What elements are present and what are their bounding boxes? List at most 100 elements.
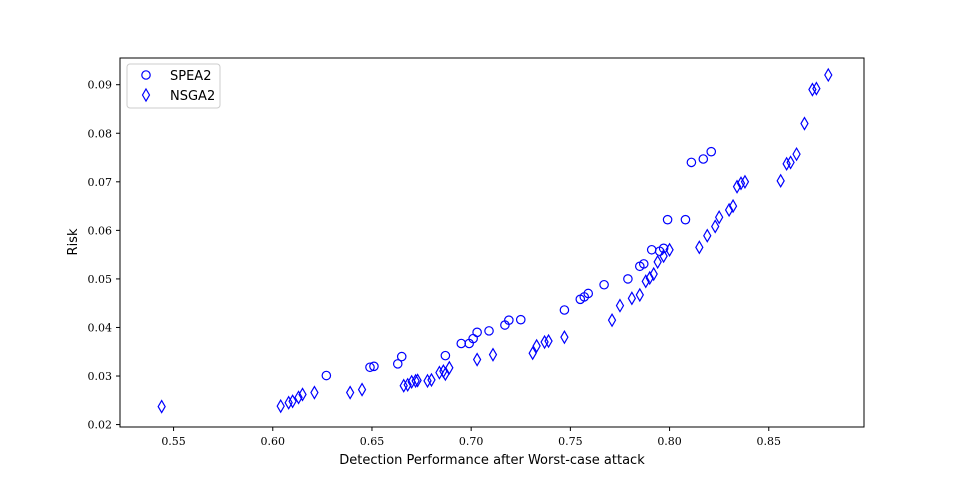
series-spea2 <box>321 146 717 381</box>
data-point-nsga2 <box>641 274 650 289</box>
data-point-nsga2 <box>157 399 166 414</box>
data-point-nsga2 <box>298 387 307 402</box>
data-point-nsga2 <box>345 385 355 400</box>
data-point-nsga2 <box>703 228 712 243</box>
data-point-nsga2 <box>740 174 750 189</box>
data-point-nsga2 <box>472 352 482 367</box>
data-point-spea2 <box>369 361 379 372</box>
marks-layer <box>157 67 833 414</box>
series-nsga2 <box>157 67 833 414</box>
data-point-nsga2 <box>645 270 654 286</box>
data-point-nsga2 <box>276 398 285 414</box>
plot-area-background <box>120 58 864 427</box>
data-point-spea2 <box>638 259 649 269</box>
data-point-spea2 <box>662 214 673 225</box>
data-point-spea2 <box>440 350 451 361</box>
data-point-spea2 <box>504 315 514 325</box>
y-tick-label: 0.03 <box>88 370 113 383</box>
data-point-spea2 <box>559 305 570 315</box>
x-tick-label: 0.70 <box>459 435 484 448</box>
data-point-nsga2 <box>544 333 553 349</box>
data-point-nsga2 <box>736 176 746 191</box>
data-point-nsga2 <box>403 377 412 392</box>
data-point-spea2 <box>698 154 709 164</box>
data-point-nsga2 <box>445 360 454 375</box>
y-tick-label: 0.04 <box>88 321 113 334</box>
data-point-spea2 <box>680 214 691 225</box>
data-point-nsga2 <box>732 179 742 194</box>
data-point-spea2 <box>392 359 403 369</box>
legend: SPEA2 NSGA2 <box>126 63 221 109</box>
data-point-nsga2 <box>560 329 569 345</box>
data-point-nsga2 <box>411 373 420 389</box>
data-point-nsga2 <box>607 312 617 328</box>
data-point-nsga2 <box>399 378 408 393</box>
data-point-nsga2 <box>294 390 303 405</box>
data-point-nsga2 <box>540 334 549 350</box>
data-point-nsga2 <box>532 338 541 354</box>
data-point-nsga2 <box>812 81 821 96</box>
legend-label-spea2: SPEA2 <box>170 69 211 84</box>
y-axis-label: Risk <box>66 228 81 255</box>
x-tick-label: 0.60 <box>261 435 286 448</box>
data-point-spea2 <box>365 362 375 373</box>
x-axis: 0.55 0.60 0.65 0.70 0.75 0.80 0.85 <box>161 427 781 448</box>
data-point-nsga2 <box>413 373 422 388</box>
y-tick-label: 0.06 <box>88 224 113 237</box>
legend-label-nsga2: NSGA2 <box>170 89 215 104</box>
data-point-spea2 <box>472 327 482 338</box>
data-point-nsga2 <box>724 202 734 218</box>
data-point-nsga2 <box>284 395 293 410</box>
data-point-spea2 <box>515 314 526 325</box>
data-point-nsga2 <box>711 219 720 234</box>
y-tick-label: 0.02 <box>88 419 113 432</box>
data-point-nsga2 <box>310 385 319 400</box>
data-point-nsga2 <box>800 116 809 131</box>
x-tick-label: 0.80 <box>657 435 682 448</box>
legend-marker-spea2 <box>141 70 151 80</box>
data-point-nsga2 <box>665 242 674 257</box>
data-point-spea2 <box>321 370 332 381</box>
data-point-nsga2 <box>786 155 795 170</box>
data-point-nsga2 <box>659 248 668 264</box>
data-point-spea2 <box>396 351 407 362</box>
data-point-nsga2 <box>776 173 785 189</box>
y-axis: 0.02 0.03 0.04 0.05 0.06 0.07 0.08 0.09 <box>88 79 120 432</box>
data-point-spea2 <box>658 243 669 254</box>
data-point-spea2 <box>484 326 494 336</box>
data-point-nsga2 <box>728 198 738 214</box>
data-point-nsga2 <box>435 365 444 380</box>
data-point-nsga2 <box>427 372 436 388</box>
data-point-nsga2 <box>528 346 537 361</box>
data-point-spea2 <box>583 288 594 299</box>
data-point-nsga2 <box>635 287 645 303</box>
x-tick-label: 0.65 <box>360 435 385 448</box>
data-point-nsga2 <box>792 146 801 162</box>
y-tick-label: 0.05 <box>88 273 113 286</box>
x-axis-label: Detection Performance after Worst-case a… <box>339 453 645 468</box>
data-point-spea2 <box>686 157 697 168</box>
data-point-spea2 <box>623 274 633 284</box>
data-point-nsga2 <box>824 67 833 83</box>
data-point-nsga2 <box>423 373 432 389</box>
data-point-nsga2 <box>288 394 297 409</box>
data-point-spea2 <box>706 146 717 157</box>
data-point-nsga2 <box>649 266 658 282</box>
data-point-nsga2 <box>695 240 704 255</box>
legend-marker-nsga2 <box>141 87 151 103</box>
y-tick-label: 0.07 <box>88 176 113 189</box>
data-point-nsga2 <box>627 291 637 306</box>
data-point-nsga2 <box>615 298 625 313</box>
y-tick-label: 0.08 <box>88 127 113 140</box>
data-point-nsga2 <box>357 382 367 397</box>
data-point-spea2 <box>599 279 609 290</box>
data-point-nsga2 <box>782 156 791 172</box>
data-point-nsga2 <box>488 347 498 362</box>
plot-frame <box>119 57 865 428</box>
x-tick-label: 0.75 <box>558 435 583 448</box>
data-point-nsga2 <box>808 82 817 97</box>
data-point-nsga2 <box>653 254 662 270</box>
data-point-nsga2 <box>714 210 724 225</box>
y-tick-label: 0.09 <box>88 79 113 92</box>
